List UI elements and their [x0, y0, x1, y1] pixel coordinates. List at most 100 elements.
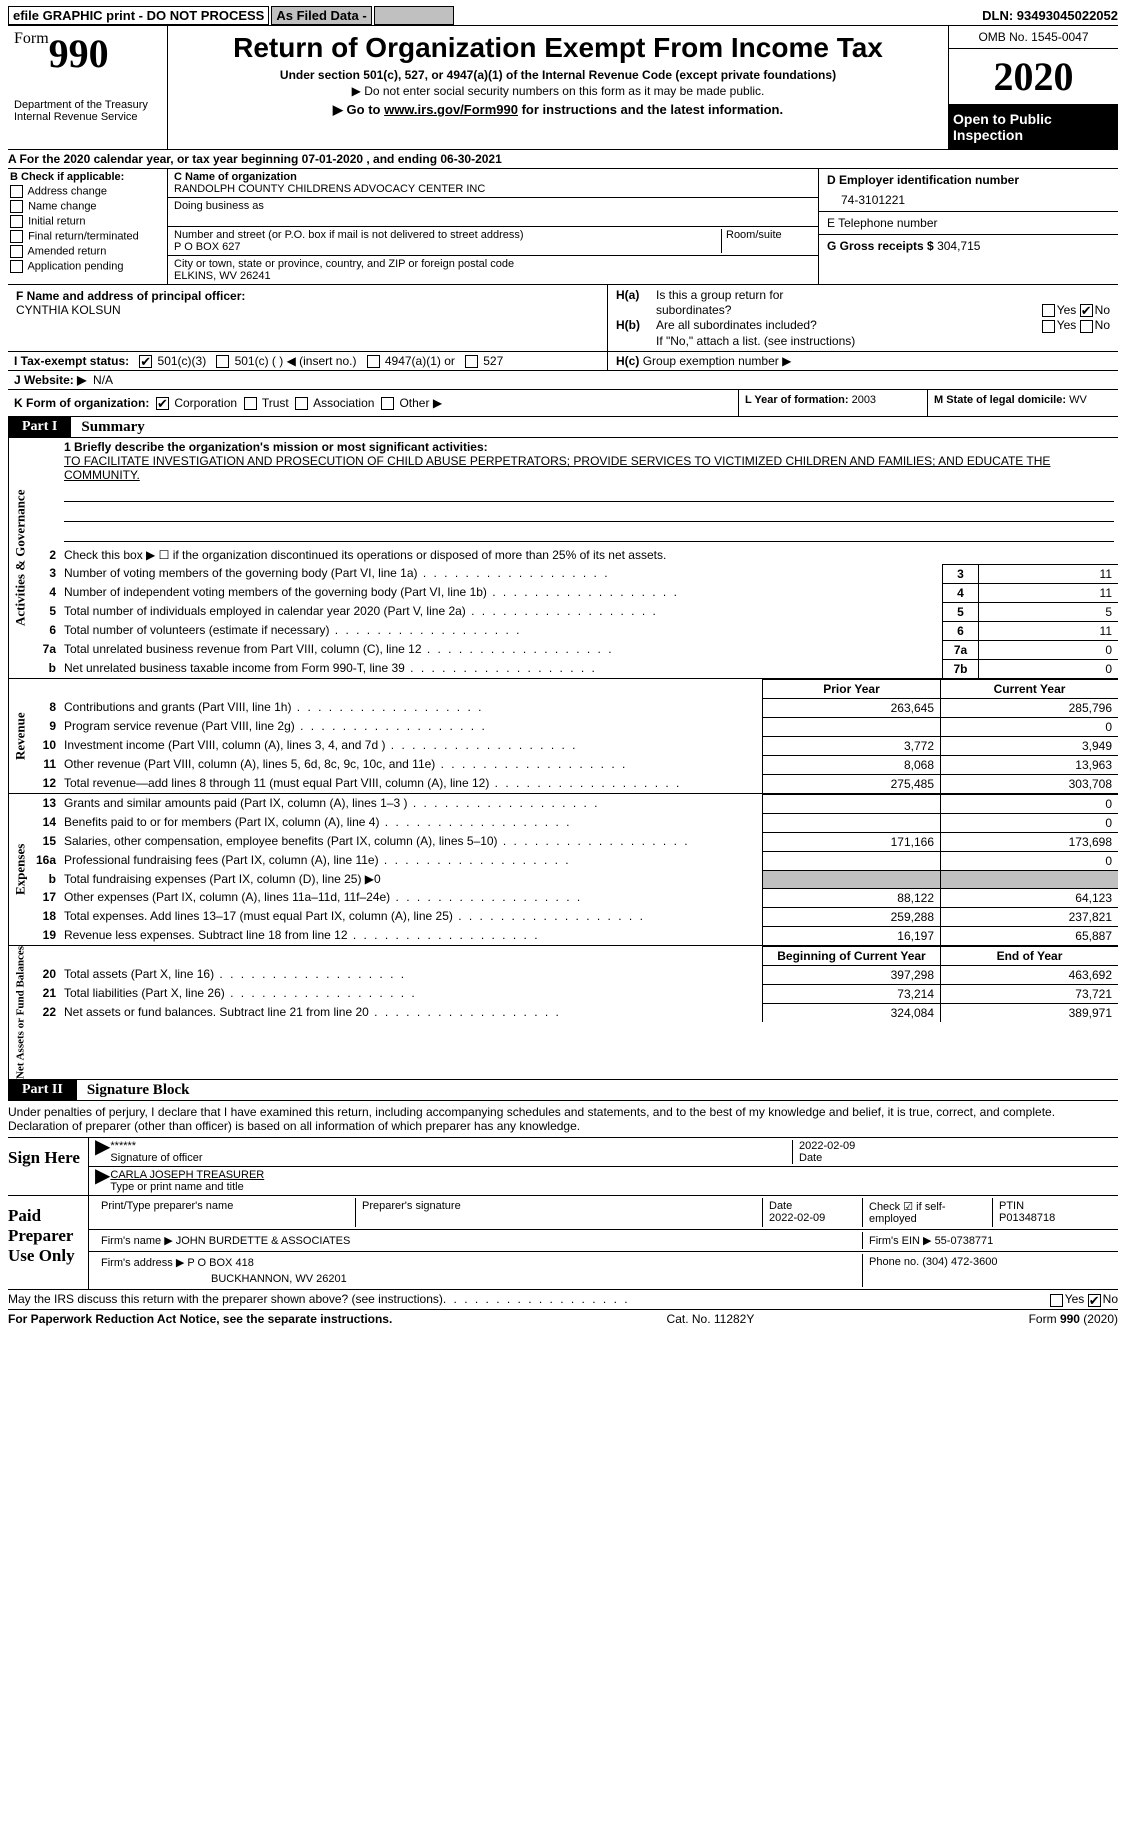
header-left: Form990 Department of the Treasury Inter…	[8, 26, 168, 149]
part-i-header: Part I Summary	[8, 417, 1118, 438]
firm-ein: 55-0738771	[935, 1235, 994, 1247]
k-assoc[interactable]	[295, 397, 308, 410]
header-right: OMB No. 1545-0047 2020 Open to Public In…	[948, 26, 1118, 149]
i-501c[interactable]	[216, 355, 229, 368]
l-val: 2003	[852, 394, 876, 406]
i-501c3[interactable]	[139, 355, 152, 368]
ck-final: Final return/terminated	[10, 230, 165, 243]
firmaddr-lbl: Firm's address ▶	[101, 1257, 184, 1269]
part-ii-header: Part II Signature Block	[8, 1080, 1118, 1101]
line-22: 22Net assets or fund balances. Subtract …	[32, 1003, 1118, 1022]
city-lbl: City or town, state or province, country…	[174, 258, 514, 270]
ck-pending: Application pending	[10, 260, 165, 273]
hb-no[interactable]	[1080, 320, 1093, 333]
dba-lbl: Doing business as	[174, 200, 264, 212]
ptin-lbl: PTIN	[999, 1200, 1024, 1212]
ein-lbl: Firm's EIN ▶	[869, 1235, 932, 1247]
g-val: 304,715	[937, 239, 980, 253]
form-note: ▶ Do not enter social security numbers o…	[176, 84, 940, 98]
dln: DLN: 93493045022052	[982, 8, 1118, 23]
prep-date: 2022-02-09	[769, 1212, 825, 1224]
line-19: 19Revenue less expenses. Subtract line 1…	[32, 926, 1118, 945]
i-527[interactable]	[465, 355, 478, 368]
col-current-year: Current Year	[940, 679, 1118, 698]
hb-text: Are all subordinates included?	[656, 318, 817, 332]
line-14: 14Benefits paid to or for members (Part …	[32, 813, 1118, 832]
room-lbl: Room/suite	[726, 229, 782, 241]
form-header: Form990 Department of the Treasury Inter…	[8, 25, 1118, 150]
firm-addr: P O BOX 418	[187, 1257, 253, 1269]
line-17: 17Other expenses (Part IX, column (A), l…	[32, 888, 1118, 907]
line-1: 1 Briefly describe the organization's mi…	[32, 438, 1118, 546]
e-lbl: E Telephone number	[827, 216, 938, 230]
line-3: 3Number of voting members of the governi…	[32, 564, 1118, 583]
ha-no[interactable]	[1080, 304, 1093, 317]
col-prior-year: Prior Year	[762, 679, 940, 698]
j-val: N/A	[93, 373, 113, 387]
line-13: 13Grants and similar amounts paid (Part …	[32, 794, 1118, 813]
sig-date-lbl: Date	[799, 1152, 822, 1164]
net-assets-section: Net Assets or Fund Balances Beginning of…	[8, 946, 1118, 1080]
line-5: 5Total number of individuals employed in…	[32, 602, 1118, 621]
topbar: efile GRAPHIC print - DO NOT PROCESS As …	[8, 6, 1118, 25]
i-lbl: I Tax-exempt status:	[14, 354, 129, 368]
vlabel-revenue: Revenue	[8, 679, 32, 793]
sig-officer-lbl: Signature of officer	[110, 1152, 202, 1164]
discuss-no[interactable]	[1088, 1294, 1101, 1307]
firm-name: JOHN BURDETTE & ASSOCIATES	[176, 1235, 351, 1247]
m-lbl: M State of legal domicile:	[934, 394, 1066, 406]
h-ifno: If "No," attach a list. (see instruction…	[656, 334, 855, 348]
omb-number: OMB No. 1545-0047	[949, 26, 1118, 49]
line-21: 21Total liabilities (Part X, line 26) 73…	[32, 984, 1118, 1003]
k-corp[interactable]	[156, 397, 169, 410]
col-eoy: End of Year	[940, 946, 1118, 965]
goto-pre: ▶ Go to	[333, 102, 384, 117]
h-block: H(a)Is this a group return for subordina…	[608, 285, 1118, 351]
self-employed: Check ☑ if self-employed	[862, 1198, 992, 1227]
prep-name-lbl: Print/Type preparer's name	[95, 1198, 355, 1227]
goto-post: for instructions and the latest informat…	[518, 102, 783, 117]
ck-address: Address change	[10, 185, 165, 198]
irs-link[interactable]: www.irs.gov/Form990	[384, 102, 518, 117]
part-ii-tab: Part II	[8, 1080, 77, 1100]
k-trust[interactable]	[244, 397, 257, 410]
form-label: Form	[14, 30, 49, 47]
line-12: 12Total revenue—add lines 8 through 11 (…	[32, 774, 1118, 793]
form-link-line: ▶ Go to www.irs.gov/Form990 for instruct…	[176, 102, 940, 118]
j-lbl: J Website: ▶	[14, 373, 86, 387]
ha-text: Is this a group return for	[656, 288, 783, 302]
section-b-to-g: B Check if applicable: Address change Na…	[8, 169, 1118, 285]
f-lbl: F Name and address of principal officer:	[16, 289, 245, 303]
discuss-yes[interactable]	[1050, 1294, 1063, 1307]
hb-yes[interactable]	[1042, 320, 1055, 333]
m-val: WV	[1069, 394, 1087, 406]
hc-text: Group exemption number ▶	[643, 354, 792, 368]
as-filed-label: As Filed Data -	[271, 6, 371, 25]
ha-yes[interactable]	[1042, 304, 1055, 317]
addr-val: P O BOX 627	[174, 241, 240, 253]
l-lbl: L Year of formation:	[745, 394, 849, 406]
b-label: B Check if applicable:	[10, 171, 165, 183]
form-title: Return of Organization Exempt From Incom…	[176, 32, 940, 64]
firm-phone: (304) 472-3600	[922, 1256, 997, 1268]
i-4947[interactable]	[367, 355, 380, 368]
k-other[interactable]	[381, 397, 394, 410]
ha-text2: subordinates?	[656, 303, 731, 317]
line-20: 20Total assets (Part X, line 16) 397,298…	[32, 965, 1118, 984]
part-ii-title: Signature Block	[77, 1082, 190, 1099]
phone-lbl: Phone no.	[869, 1256, 919, 1268]
col-b: B Check if applicable: Address change Na…	[8, 169, 168, 284]
prep-date-lbl: Date	[769, 1200, 792, 1212]
row-k-l-m: K Form of organization: Corporation Trus…	[8, 390, 1118, 417]
foot-left: For Paperwork Reduction Act Notice, see …	[8, 1312, 392, 1326]
form-990-page: efile GRAPHIC print - DO NOT PROCESS As …	[0, 0, 1126, 1332]
addr-lbl: Number and street (or P.O. box if mail i…	[174, 229, 524, 241]
expenses-section: Expenses 13Grants and similar amounts pa…	[8, 794, 1118, 946]
penalty-text: Under penalties of perjury, I declare th…	[8, 1101, 1118, 1137]
part-i-title: Summary	[71, 419, 144, 436]
line2-text: Check this box ▶ ☐ if the organization d…	[60, 546, 1118, 564]
line-8: 8Contributions and grants (Part VIII, li…	[32, 698, 1118, 717]
vlabel-net: Net Assets or Fund Balances	[8, 946, 32, 1079]
line1-val: TO FACILITATE INVESTIGATION AND PROSECUT…	[64, 454, 1050, 482]
line-16a: 16aProfessional fundraising fees (Part I…	[32, 851, 1118, 870]
